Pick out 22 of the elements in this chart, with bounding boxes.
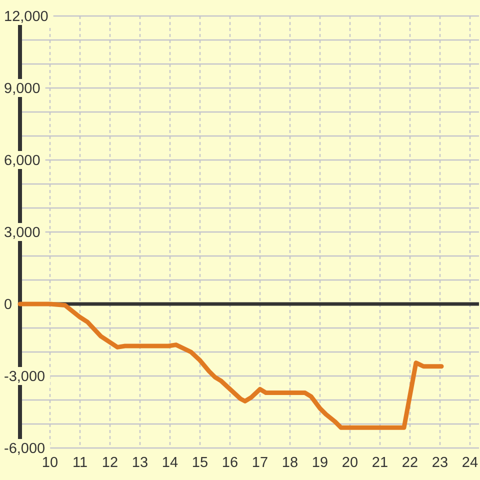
x-tick-label: 18 xyxy=(282,455,298,472)
x-tick-label: 17 xyxy=(252,455,268,472)
y-tick-label: 9,000 xyxy=(4,81,40,98)
x-tick-label: 12 xyxy=(102,455,118,472)
y-tick-label: -3,000 xyxy=(4,369,46,386)
y-tick-label: 3,000 xyxy=(4,225,40,242)
x-tick-label: 19 xyxy=(312,455,328,472)
x-tick-label: 15 xyxy=(192,455,208,472)
x-tick-label: 13 xyxy=(132,455,148,472)
y-tick-label: 0 xyxy=(4,297,12,314)
x-tick-label: 11 xyxy=(72,455,88,472)
y-tick-label: -6,000 xyxy=(4,441,46,458)
x-tick-label: 14 xyxy=(162,455,178,472)
x-tick-label: 24 xyxy=(462,455,478,472)
x-tick-label: 21 xyxy=(372,455,388,472)
x-tick-label: 23 xyxy=(432,455,448,472)
x-tick-label: 22 xyxy=(402,455,418,472)
x-tick-label: 10 xyxy=(42,455,58,472)
y-tick-label: 6,000 xyxy=(4,153,40,170)
x-tick-label: 16 xyxy=(222,455,238,472)
x-tick-label: 20 xyxy=(342,455,358,472)
y-tick-label: 12,000 xyxy=(4,9,48,26)
